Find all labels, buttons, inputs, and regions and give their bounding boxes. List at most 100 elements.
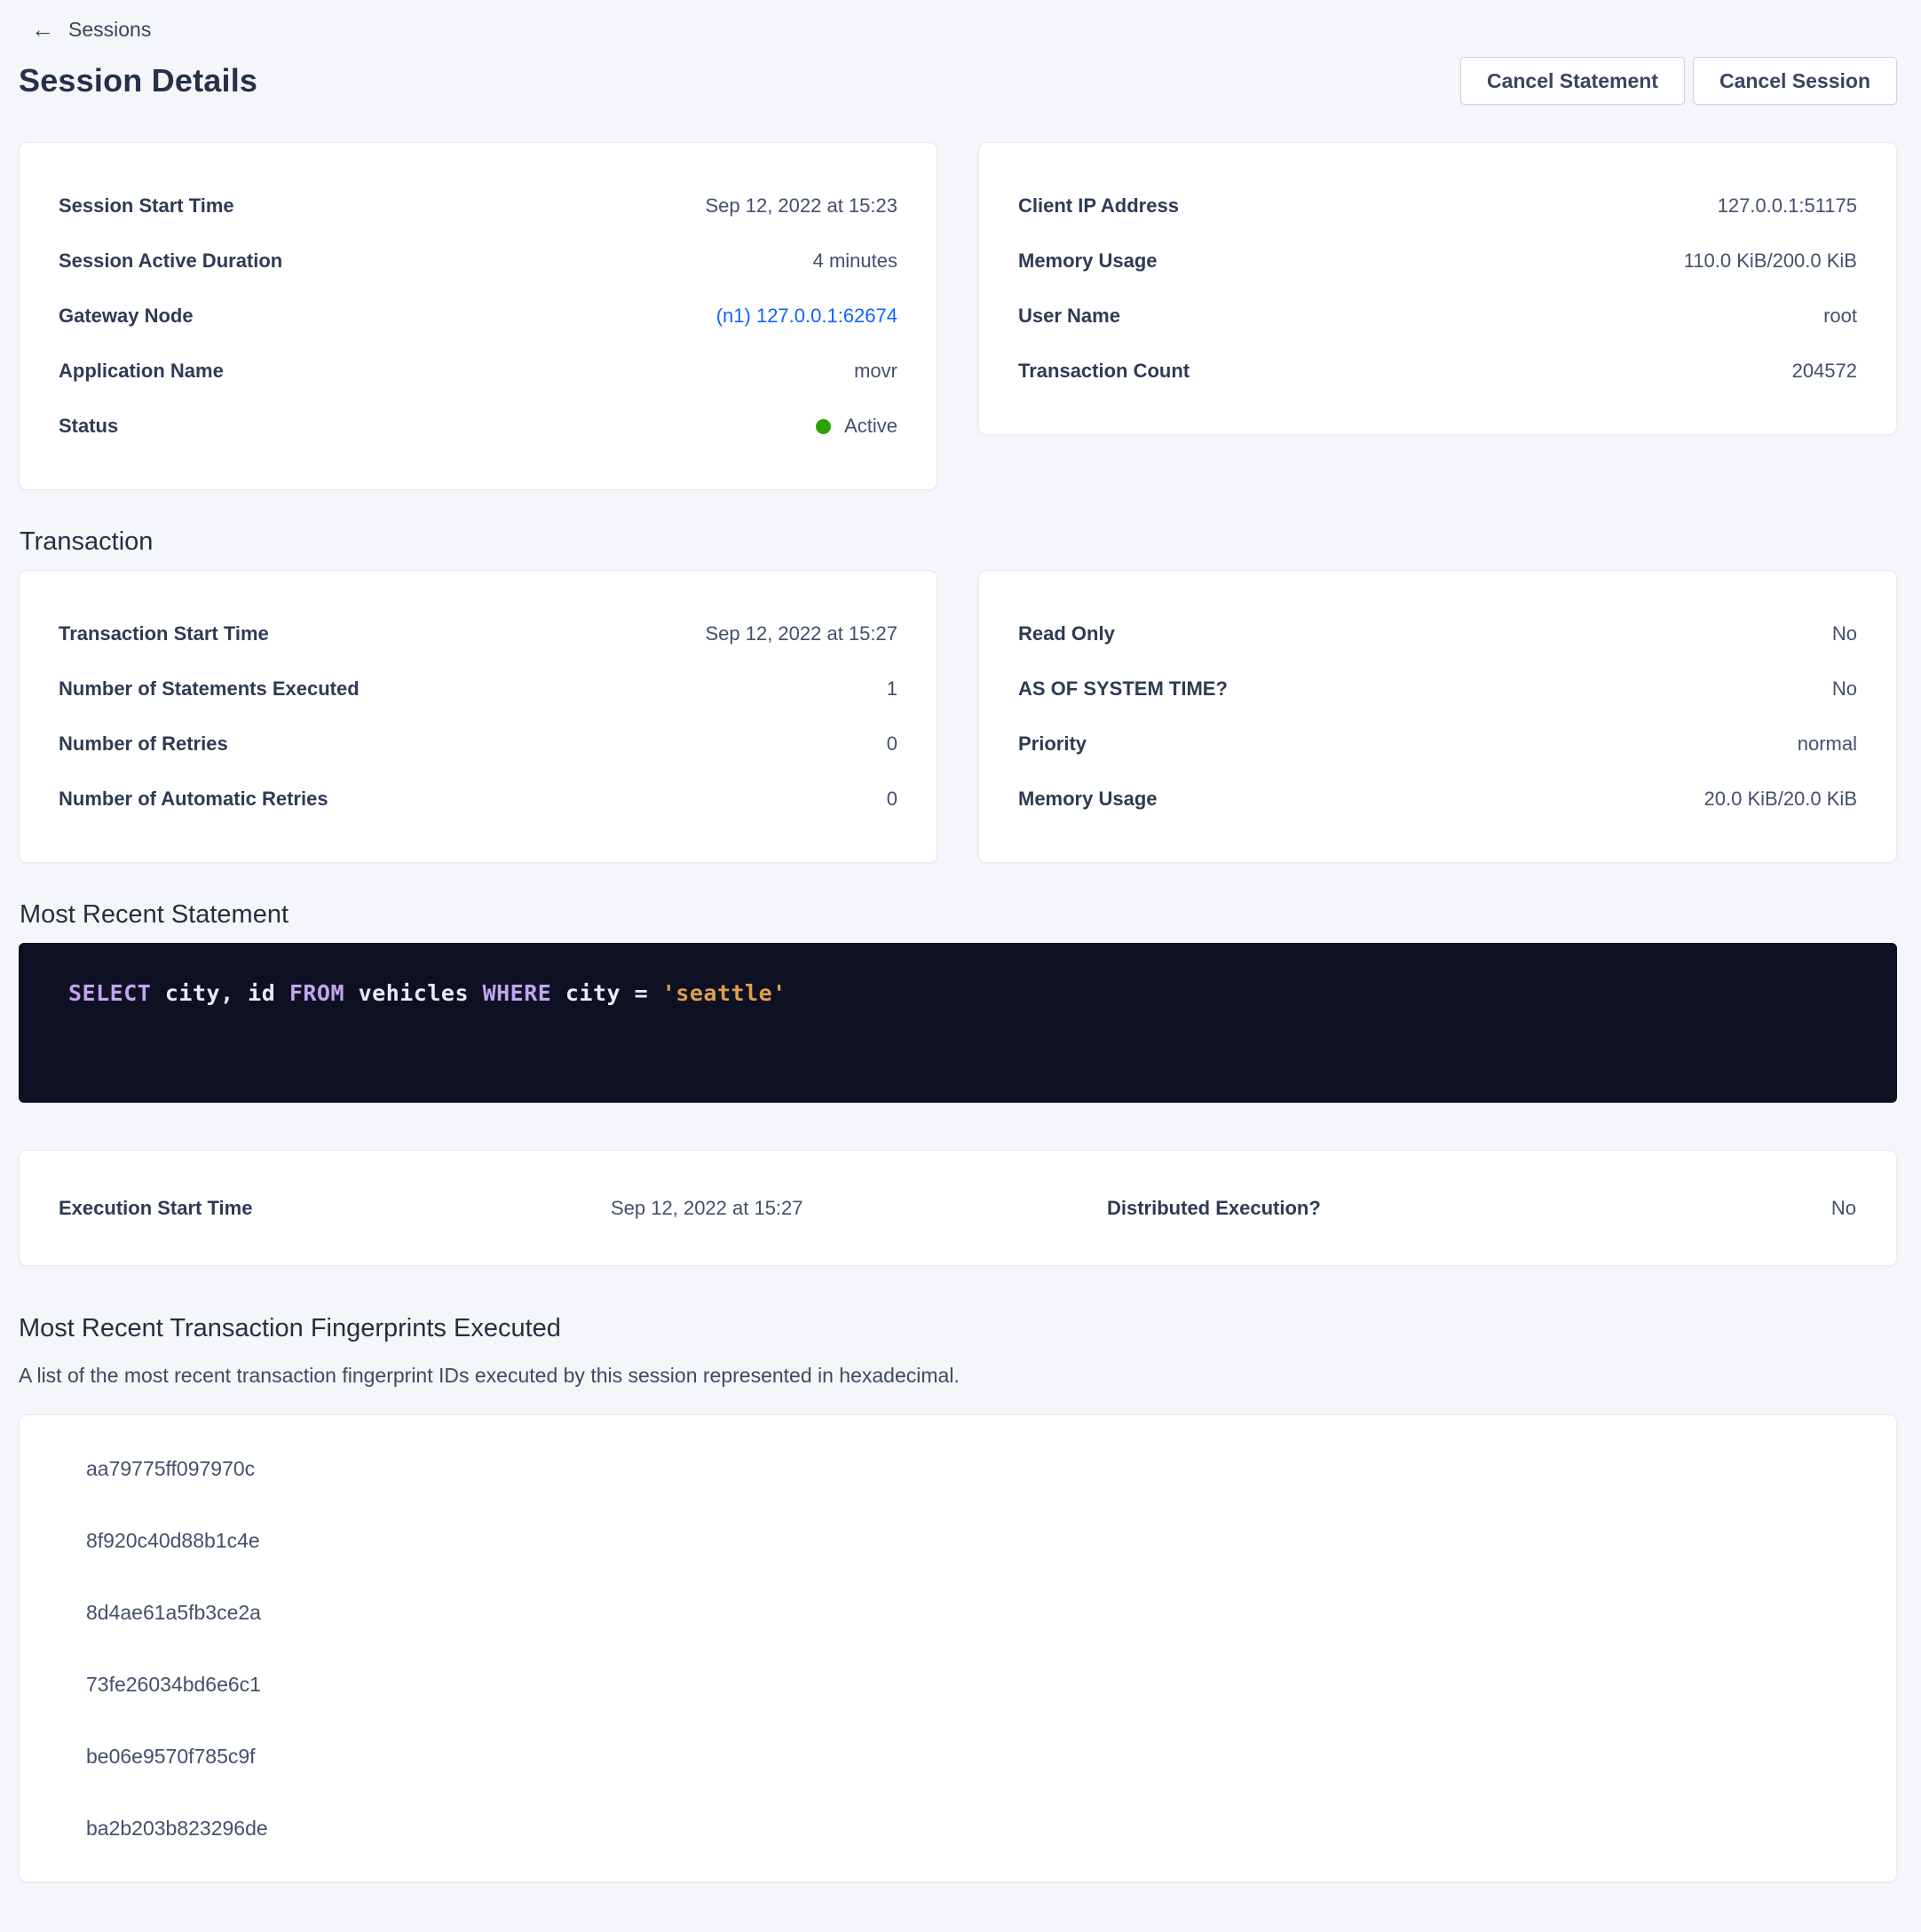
sql-statement-text: SELECT city, id FROM vehicles WHERE city… bbox=[68, 980, 1847, 1006]
row-transaction-count: Transaction Count 204572 bbox=[1018, 344, 1857, 399]
row-label: Memory Usage bbox=[1018, 249, 1158, 272]
row-label: Transaction Count bbox=[1018, 360, 1190, 382]
row-value: 110.0 KiB/200.0 KiB bbox=[1683, 249, 1857, 272]
fingerprint-id: 73fe26034bd6e6c1 bbox=[86, 1673, 261, 1696]
row-status: Status Active bbox=[59, 399, 897, 454]
fingerprint-list-item: 8f920c40d88b1c4e bbox=[20, 1505, 1896, 1577]
session-summary-card-left: Session Start Time Sep 12, 2022 at 15:23… bbox=[19, 142, 937, 490]
row-label: AS OF SYSTEM TIME? bbox=[1018, 677, 1228, 700]
row-label: Number of Retries bbox=[59, 732, 228, 755]
row-transaction-memory-usage: Memory Usage 20.0 KiB/20.0 KiB bbox=[1018, 772, 1857, 827]
row-value: root bbox=[1823, 305, 1857, 327]
row-label: Status bbox=[59, 415, 119, 437]
execution-start-time-value: Sep 12, 2022 at 15:27 bbox=[611, 1196, 803, 1219]
status-badge: Active bbox=[816, 415, 897, 438]
sql-fragment: city = bbox=[551, 980, 662, 1006]
fingerprints-section-heading: Most Recent Transaction Fingerprints Exe… bbox=[19, 1314, 561, 1342]
fingerprint-id: aa79775ff097970c bbox=[86, 1457, 256, 1480]
fingerprint-list-item: be06e9570f785c9f bbox=[20, 1721, 1896, 1793]
row-number-of-retries: Number of Retries 0 bbox=[59, 717, 897, 772]
page-header: Session Details Cancel Statement Cancel … bbox=[19, 53, 1897, 108]
transaction-section-heading: Transaction bbox=[20, 527, 154, 556]
fingerprint-list-item: 73fe26034bd6e6c1 bbox=[20, 1649, 1896, 1721]
row-label: Gateway Node bbox=[59, 305, 194, 327]
sql-fragment: vehicles bbox=[344, 980, 483, 1006]
row-value: movr bbox=[854, 360, 897, 382]
row-statements-executed: Number of Statements Executed 1 bbox=[59, 661, 897, 717]
row-as-of-system-time: AS OF SYSTEM TIME? No bbox=[1018, 661, 1857, 717]
transaction-summary-row: Transaction Start Time Sep 12, 2022 at 1… bbox=[19, 570, 1897, 863]
row-value: 127.0.0.1:51175 bbox=[1717, 194, 1857, 217]
sql-fragment: city, id bbox=[151, 980, 289, 1006]
row-value: No bbox=[1831, 622, 1857, 645]
row-value: Sep 12, 2022 at 15:23 bbox=[705, 194, 897, 217]
sql-keyword: SELECT bbox=[68, 980, 152, 1006]
row-label: Session Start Time bbox=[59, 194, 234, 217]
row-user-name: User Name root bbox=[1018, 289, 1857, 344]
fingerprint-id: be06e9570f785c9f bbox=[86, 1745, 256, 1768]
sql-keyword: WHERE bbox=[482, 980, 552, 1006]
gateway-node-link[interactable]: (n1) 127.0.0.1:62674 bbox=[715, 305, 897, 327]
row-value: 0 bbox=[886, 788, 897, 810]
row-label: User Name bbox=[1018, 305, 1120, 327]
session-summary-row: Session Start Time Sep 12, 2022 at 15:23… bbox=[19, 142, 1897, 490]
distributed-execution-label: Distributed Execution? bbox=[1107, 1196, 1321, 1219]
execution-summary-card: Execution Start Time Sep 12, 2022 at 15:… bbox=[19, 1150, 1897, 1266]
row-client-ip-address: Client IP Address 127.0.0.1:51175 bbox=[1018, 178, 1857, 234]
row-label: Memory Usage bbox=[1018, 788, 1158, 810]
fingerprint-list-item: aa79775ff097970c bbox=[20, 1433, 1896, 1505]
fingerprint-id: ba2b203b823296de bbox=[86, 1817, 268, 1840]
cancel-session-button[interactable]: Cancel Session bbox=[1692, 57, 1897, 105]
fingerprint-id: 8f920c40d88b1c4e bbox=[86, 1529, 260, 1552]
fingerprint-list-item: 8d4ae61a5fb3ce2a bbox=[20, 1577, 1896, 1649]
sql-keyword: FROM bbox=[289, 980, 345, 1006]
statement-section-heading: Most Recent Statement bbox=[20, 900, 289, 929]
row-value: No bbox=[1831, 677, 1857, 700]
back-arrow-icon: ← bbox=[31, 16, 54, 43]
row-priority: Priority normal bbox=[1018, 717, 1857, 772]
session-details-page: ← Sessions Session Details Cancel Statem… bbox=[19, 12, 1897, 1882]
row-automatic-retries: Number of Automatic Retries 0 bbox=[59, 772, 897, 827]
back-link-label: Sessions bbox=[68, 17, 152, 41]
row-transaction-start-time: Transaction Start Time Sep 12, 2022 at 1… bbox=[59, 606, 897, 661]
row-label: Priority bbox=[1018, 732, 1087, 755]
row-memory-usage: Memory Usage 110.0 KiB/200.0 KiB bbox=[1018, 234, 1857, 289]
row-session-active-duration: Session Active Duration 4 minutes bbox=[59, 234, 897, 289]
status-active-dot-icon bbox=[816, 418, 832, 434]
row-gateway-node: Gateway Node (n1) 127.0.0.1:62674 bbox=[59, 289, 897, 344]
row-value: 20.0 KiB/20.0 KiB bbox=[1704, 788, 1857, 810]
row-label: Number of Statements Executed bbox=[59, 677, 360, 700]
row-label: Transaction Start Time bbox=[59, 622, 269, 645]
sql-statement-box: SELECT city, id FROM vehicles WHERE city… bbox=[19, 943, 1897, 1103]
fingerprint-list-item: ba2b203b823296de bbox=[20, 1793, 1896, 1865]
fingerprints-list-card: aa79775ff097970c 8f920c40d88b1c4e 8d4ae6… bbox=[19, 1414, 1897, 1882]
row-value: Sep 12, 2022 at 15:27 bbox=[705, 622, 897, 645]
row-read-only: Read Only No bbox=[1018, 606, 1857, 661]
transaction-card-right: Read Only No AS OF SYSTEM TIME? No Prior… bbox=[978, 570, 1897, 863]
row-value: normal bbox=[1797, 732, 1857, 755]
status-value: Active bbox=[844, 415, 897, 437]
cancel-statement-button[interactable]: Cancel Statement bbox=[1459, 57, 1685, 105]
row-label: Session Active Duration bbox=[59, 249, 283, 272]
row-value: 0 bbox=[886, 732, 897, 755]
execution-start-time-label: Execution Start Time bbox=[59, 1196, 253, 1219]
row-label: Client IP Address bbox=[1018, 194, 1179, 217]
row-label: Application Name bbox=[59, 360, 224, 382]
row-label: Read Only bbox=[1018, 622, 1115, 645]
page-title: Session Details bbox=[19, 62, 258, 99]
fingerprint-id: 8d4ae61a5fb3ce2a bbox=[86, 1601, 261, 1624]
session-summary-card-right: Client IP Address 127.0.0.1:51175 Memory… bbox=[978, 142, 1897, 435]
sql-string-literal: 'seattle' bbox=[661, 980, 787, 1006]
back-to-sessions-link[interactable]: ← Sessions bbox=[31, 18, 151, 42]
row-session-start-time: Session Start Time Sep 12, 2022 at 15:23 bbox=[59, 178, 897, 234]
row-value: 204572 bbox=[1791, 360, 1857, 382]
header-buttons: Cancel Statement Cancel Session bbox=[1459, 57, 1897, 105]
transaction-card-left: Transaction Start Time Sep 12, 2022 at 1… bbox=[19, 570, 937, 863]
row-application-name: Application Name movr bbox=[59, 344, 897, 399]
row-label: Number of Automatic Retries bbox=[59, 788, 328, 810]
row-value: 4 minutes bbox=[812, 249, 897, 272]
breadcrumb: ← Sessions bbox=[19, 12, 1897, 46]
fingerprints-section-description: A list of the most recent transaction fi… bbox=[19, 1364, 960, 1387]
row-value: 1 bbox=[886, 677, 897, 700]
distributed-execution-value: No bbox=[1830, 1196, 1856, 1219]
